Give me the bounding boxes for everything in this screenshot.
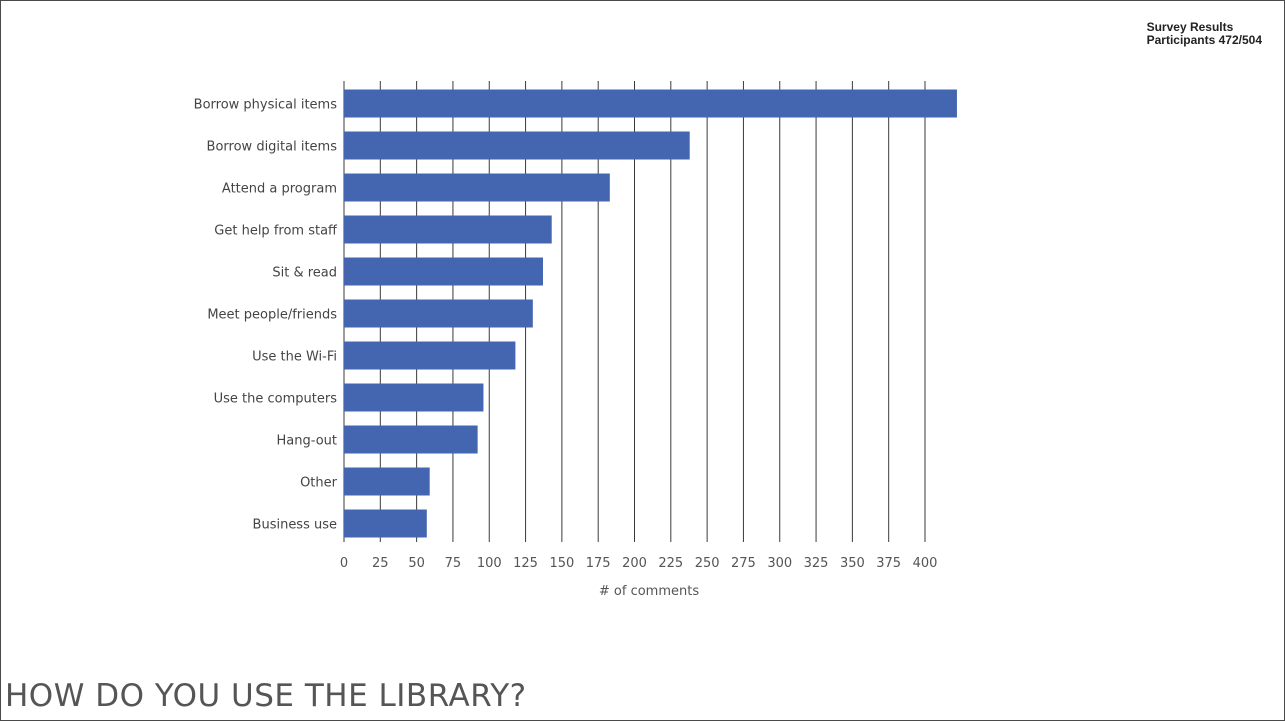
x-tick-label: 25 <box>372 556 389 571</box>
category-label: Use the computers <box>214 392 338 407</box>
bar <box>344 467 430 496</box>
x-tick-label: 200 <box>622 556 647 571</box>
x-tick-label: 75 <box>445 556 462 571</box>
bar <box>344 89 957 118</box>
x-tick-label: 375 <box>876 556 901 571</box>
category-label: Meet people/friends <box>207 308 337 323</box>
bars <box>344 89 957 538</box>
bar <box>344 299 533 328</box>
category-label: Get help from staff <box>214 224 338 239</box>
x-tick-label: 0 <box>340 556 348 571</box>
category-labels: Borrow physical items Borrow digital item… <box>194 98 338 533</box>
x-tick-label: 150 <box>549 556 574 571</box>
category-label: Other <box>300 476 338 491</box>
bar <box>344 509 427 538</box>
page-title: HOW DO YOU USE THE LIBRARY? <box>5 678 527 714</box>
x-tick-label: 325 <box>804 556 829 571</box>
x-tick-label: 50 <box>408 556 425 571</box>
category-label: Borrow physical items <box>194 98 338 113</box>
x-tick-label: 300 <box>767 556 792 571</box>
category-label: Hang-out <box>277 434 337 449</box>
x-tick-label: 225 <box>658 556 683 571</box>
badge-participants: Participants 472/504 <box>1146 33 1262 47</box>
x-axis-label: # of comments <box>599 584 699 599</box>
category-label: Borrow digital items <box>207 140 338 155</box>
badge-title: Survey Results <box>1146 20 1234 34</box>
category-label: Attend a program <box>222 182 337 197</box>
x-tick-label: 250 <box>695 556 720 571</box>
bar <box>344 425 478 454</box>
bar <box>344 131 690 160</box>
survey-badge: Survey Results Participants 472/504 <box>1147 21 1262 47</box>
bar <box>344 173 610 202</box>
x-tick-label: 400 <box>913 556 938 571</box>
x-tick-label: 100 <box>477 556 502 571</box>
bar-chart: Borrow physical items Borrow digital item… <box>194 81 957 599</box>
bar <box>344 341 516 370</box>
x-tick-label: 125 <box>513 556 538 571</box>
bar <box>344 257 543 286</box>
category-label: Business use <box>253 518 337 533</box>
category-label: Use the Wi-Fi <box>252 350 337 365</box>
bar <box>344 383 484 412</box>
bar <box>344 215 552 244</box>
x-tick-label: 350 <box>840 556 865 571</box>
category-label: Sit & read <box>272 266 337 281</box>
x-tick-label: 175 <box>586 556 611 571</box>
x-tick-labels: 0 25 50 75 100 125 150 175 200 225 250 275 300 325 350… <box>340 556 938 571</box>
x-tick-label: 275 <box>731 556 756 571</box>
